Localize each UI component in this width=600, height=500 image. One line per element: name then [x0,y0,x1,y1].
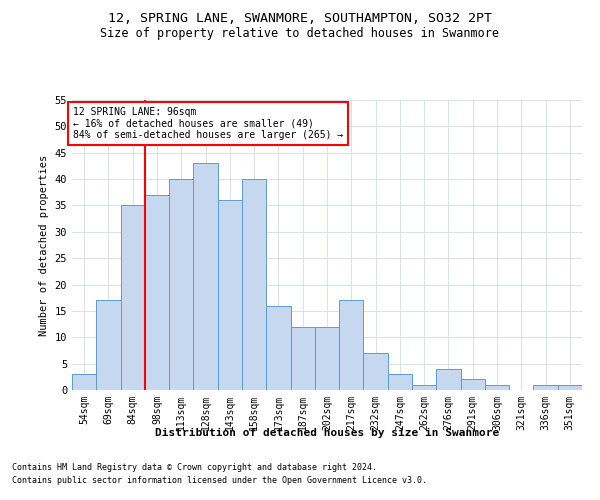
Bar [533,384,558,390]
Bar [436,369,461,390]
Bar [290,326,315,390]
Bar [388,374,412,390]
Y-axis label: Number of detached properties: Number of detached properties [39,154,49,336]
Text: Contains HM Land Registry data © Crown copyright and database right 2024.: Contains HM Land Registry data © Crown c… [12,464,377,472]
Bar [485,384,509,390]
Text: Size of property relative to detached houses in Swanmore: Size of property relative to detached ho… [101,28,499,40]
Text: 12, SPRING LANE, SWANMORE, SOUTHAMPTON, SO32 2PT: 12, SPRING LANE, SWANMORE, SOUTHAMPTON, … [108,12,492,26]
Bar [315,326,339,390]
Bar [169,179,193,390]
Bar [461,380,485,390]
Text: Distribution of detached houses by size in Swanmore: Distribution of detached houses by size … [155,428,499,438]
Bar [145,195,169,390]
Text: 12 SPRING LANE: 96sqm
← 16% of detached houses are smaller (49)
84% of semi-deta: 12 SPRING LANE: 96sqm ← 16% of detached … [73,108,343,140]
Bar [364,353,388,390]
Bar [412,384,436,390]
Bar [242,179,266,390]
Bar [339,300,364,390]
Bar [266,306,290,390]
Text: Contains public sector information licensed under the Open Government Licence v3: Contains public sector information licen… [12,476,427,485]
Bar [218,200,242,390]
Bar [558,384,582,390]
Bar [96,300,121,390]
Bar [193,164,218,390]
Bar [72,374,96,390]
Bar [121,206,145,390]
